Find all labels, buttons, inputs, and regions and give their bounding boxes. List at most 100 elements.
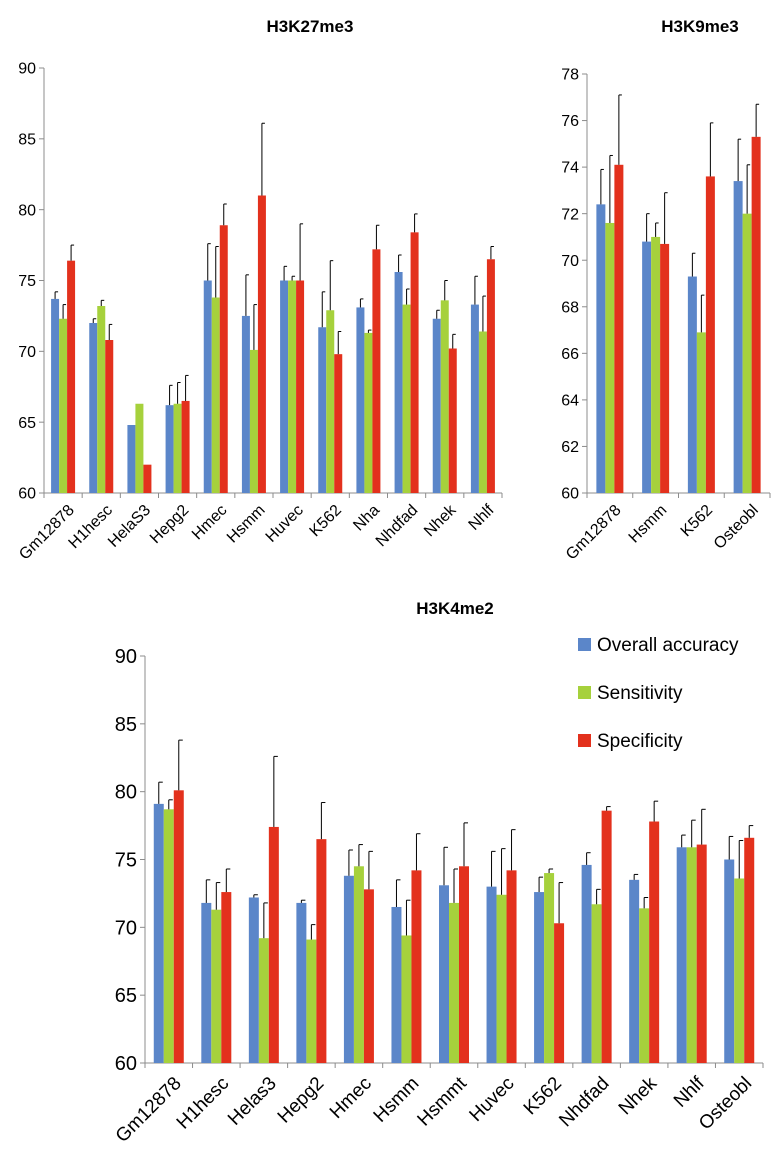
bar <box>744 837 755 1063</box>
category-label: Hmec <box>189 502 231 544</box>
category-label: Nhlf <box>670 1073 709 1112</box>
category-label: Gm12878 <box>112 1073 186 1147</box>
chart-h3k9me3: H3K9me3 60 62 64 66 68 70 72 74 76 78 Gm12878 Hsmm K5… <box>561 17 771 564</box>
bar <box>629 879 640 1063</box>
chart-title: H3K4me2 <box>416 599 494 618</box>
bar <box>440 300 449 493</box>
y-tick-label: 68 <box>561 299 579 316</box>
bar <box>181 400 190 493</box>
bar <box>219 225 228 493</box>
bar <box>89 323 98 493</box>
bar <box>143 464 152 493</box>
bar <box>554 923 565 1063</box>
bar <box>318 327 327 493</box>
bar <box>67 260 76 493</box>
bar <box>165 405 174 493</box>
bar <box>601 810 612 1063</box>
bar <box>470 304 479 493</box>
bar <box>733 181 743 494</box>
category-label: Hsmm <box>224 502 269 547</box>
bar <box>401 935 412 1063</box>
y-tick-label: 76 <box>561 113 579 130</box>
bar <box>410 232 419 494</box>
bar <box>506 870 517 1063</box>
bar <box>734 878 745 1063</box>
category-label: Nhlf <box>466 501 499 534</box>
y-tick-label: 75 <box>18 273 36 290</box>
bar <box>642 241 652 493</box>
bar <box>411 870 422 1063</box>
y-tick-label: 78 <box>561 67 579 84</box>
bar <box>316 839 327 1063</box>
category-label: Nhdfad <box>555 1073 613 1131</box>
bar <box>258 938 269 1063</box>
bar <box>353 866 364 1063</box>
bar <box>296 280 305 493</box>
y-tick-label: 75 <box>115 850 137 872</box>
category-label: Huvec <box>263 502 307 546</box>
bar <box>248 897 259 1063</box>
bar <box>660 243 670 493</box>
bar <box>153 803 164 1063</box>
bar <box>221 892 232 1063</box>
legend-swatch <box>578 734 591 747</box>
legend-swatch <box>578 686 591 699</box>
bar <box>173 790 184 1063</box>
category-label: K562 <box>678 502 717 541</box>
bar <box>614 164 624 494</box>
category-label: Hepg2 <box>274 1073 328 1127</box>
bar <box>364 332 373 493</box>
bar <box>591 904 602 1063</box>
bar <box>163 809 174 1063</box>
bar <box>97 306 106 493</box>
bar <box>486 886 497 1063</box>
y-tick-label: 62 <box>561 439 579 456</box>
bar <box>687 276 697 493</box>
bar <box>203 280 212 493</box>
legend-label: Overall accuracy <box>597 635 739 656</box>
bar <box>372 249 381 493</box>
bar <box>724 859 735 1063</box>
y-tick-label: 70 <box>115 917 137 939</box>
category-label: Hmec <box>326 1073 376 1123</box>
bar <box>257 195 266 493</box>
y-tick-label: 85 <box>115 714 137 736</box>
category-label: Osteobl <box>695 1073 756 1134</box>
y-tick-label: 70 <box>18 344 36 361</box>
bar <box>686 847 697 1063</box>
category-label: HelaS3 <box>105 502 154 551</box>
y-tick-label: 90 <box>115 646 137 668</box>
category-label: Hsmm <box>626 502 671 547</box>
bar <box>268 826 279 1063</box>
y-tick-label: 72 <box>561 206 579 223</box>
y-tick-label: 80 <box>115 782 137 804</box>
bar <box>59 318 68 493</box>
bar <box>439 885 449 1063</box>
category-label: Huvec <box>466 1073 519 1126</box>
category-label: Osteobl <box>711 502 762 553</box>
bar <box>280 280 289 493</box>
bar <box>296 902 307 1063</box>
bar <box>249 349 258 493</box>
category-label: K562 <box>307 502 346 541</box>
bar <box>676 847 687 1063</box>
legend: Overall accuracy Sensitivity Specificity <box>578 635 739 752</box>
bar <box>742 213 752 493</box>
bar <box>356 307 365 493</box>
bar <box>241 315 250 493</box>
bar <box>478 331 487 493</box>
bar <box>448 348 457 493</box>
chart-title: H3K27me3 <box>267 17 354 36</box>
legend-label: Specificity <box>597 731 683 752</box>
bar <box>211 909 222 1063</box>
category-label: Helas3 <box>224 1073 281 1130</box>
category-label: Nha <box>350 502 383 535</box>
bar <box>334 354 343 493</box>
bar <box>651 236 661 493</box>
bar <box>343 875 354 1063</box>
y-tick-label: 60 <box>18 486 36 503</box>
bar <box>605 222 615 493</box>
bar <box>201 902 212 1063</box>
category-label: Gm12878 <box>563 502 625 564</box>
bar <box>394 272 403 493</box>
